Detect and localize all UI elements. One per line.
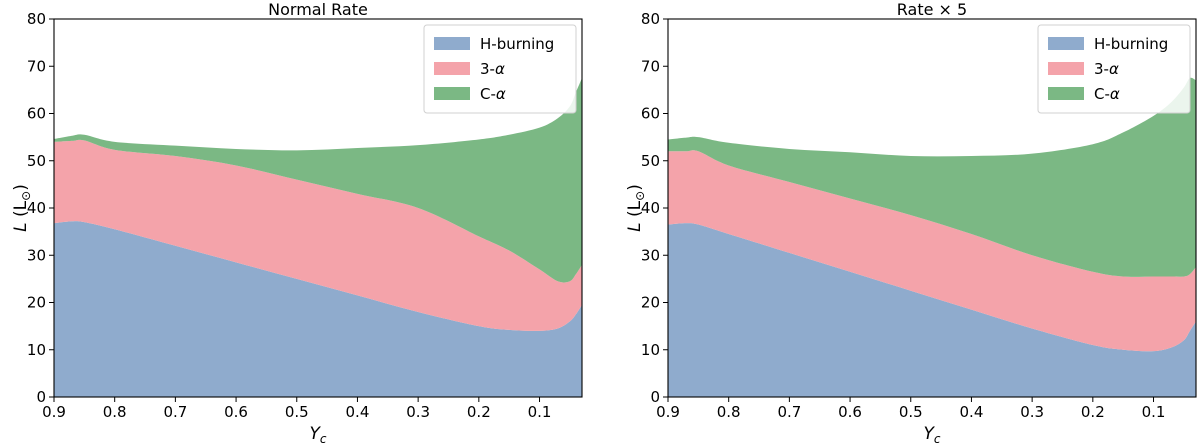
- legend-label: C-α: [1094, 85, 1120, 103]
- chart-title: Rate × 5: [897, 0, 967, 19]
- legend: H-burning 3-α C-α: [423, 24, 577, 114]
- x-tick-label: 0.2: [1081, 403, 1105, 421]
- legend-label: 3-α: [1094, 60, 1119, 78]
- x-tick-label: 0.1: [1142, 403, 1166, 421]
- chart-title: Normal Rate: [268, 0, 368, 19]
- x-tick-label: 0.7: [163, 403, 187, 421]
- y-tick-label: 10: [27, 341, 46, 359]
- legend: H-burning 3-α C-α: [1037, 24, 1191, 114]
- x-axis-label: Yc: [310, 424, 327, 446]
- legend-label: H-burning: [1094, 35, 1168, 53]
- x-tick-label: 0.6: [224, 403, 248, 421]
- y-tick-label: 30: [641, 246, 660, 264]
- x-tick-label: 0.1: [528, 403, 552, 421]
- x-tick-label: 0.4: [346, 403, 370, 421]
- x-tick-label: 0.2: [467, 403, 491, 421]
- area-group: [668, 77, 1196, 397]
- x-tick-label: 0.9: [42, 403, 66, 421]
- y-tick-label: 20: [27, 294, 46, 312]
- y-tick-label: 50: [27, 152, 46, 170]
- y-tick-label: 70: [641, 57, 660, 75]
- y-tick-label: 20: [641, 294, 660, 312]
- legend-swatch: [1048, 87, 1084, 100]
- area-series-1: [668, 223, 1196, 397]
- y-tick-label: 30: [27, 246, 46, 264]
- area-series-2: [668, 150, 1196, 352]
- x-tick-label: 0.6: [838, 403, 862, 421]
- y-tick-label: 40: [27, 199, 46, 217]
- y-tick-label: 70: [27, 57, 46, 75]
- y-tick-label: 80: [27, 10, 46, 28]
- x-axis-label: Yc: [924, 424, 941, 446]
- x-tick-label: 0.5: [899, 403, 923, 421]
- y-tick-label: 40: [641, 199, 660, 217]
- x-tick-label: 0.9: [656, 403, 680, 421]
- y-tick-label: 0: [650, 388, 660, 406]
- legend-label: 3-α: [480, 60, 505, 78]
- x-tick-label: 0.4: [960, 403, 984, 421]
- y-tick-label: 10: [641, 341, 660, 359]
- legend-label: H-burning: [480, 35, 554, 53]
- x-tick-label: 0.5: [285, 403, 309, 421]
- y-axis-label: L (L⊙): [625, 184, 647, 232]
- area-series-3: [54, 78, 582, 283]
- legend-swatch: [1048, 62, 1084, 75]
- x-tick-label: 0.3: [406, 403, 430, 421]
- x-tick-label: 0.8: [103, 403, 127, 421]
- area-group: [54, 78, 582, 397]
- y-tick-label: 60: [641, 105, 660, 123]
- legend-swatch: [434, 37, 470, 50]
- y-tick-label: 50: [641, 152, 660, 170]
- y-tick-label: 80: [641, 10, 660, 28]
- area-series-3: [668, 77, 1196, 277]
- chart-panel-1: 0.9 0.8 0.7 0.6 0.5 0.4 0.3 0.2 0.1 0 10 20 30 40 50 60…: [11, 0, 583, 446]
- legend-swatch: [434, 87, 470, 100]
- x-tick-label: 0.3: [1020, 403, 1044, 421]
- y-tick-label: 60: [27, 105, 46, 123]
- area-series-1: [54, 221, 582, 397]
- legend-swatch: [1048, 37, 1084, 50]
- chart-panel-2: 0.9 0.8 0.7 0.6 0.5 0.4 0.3 0.2 0.1 0 10 20 30 40 50 60…: [625, 0, 1197, 446]
- legend-label: C-α: [480, 85, 506, 103]
- x-tick-label: 0.7: [777, 403, 801, 421]
- y-tick-label: 0: [36, 388, 46, 406]
- y-axis-label: L (L⊙): [11, 184, 33, 232]
- legend-swatch: [434, 62, 470, 75]
- x-tick-label: 0.8: [717, 403, 741, 421]
- area-series-2: [54, 139, 582, 331]
